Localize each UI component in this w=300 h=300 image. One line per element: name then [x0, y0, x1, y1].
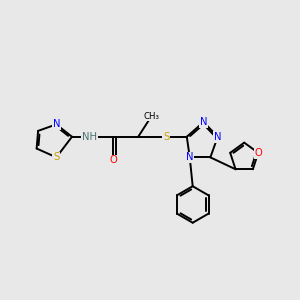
Text: O: O: [254, 148, 262, 158]
Text: NH: NH: [82, 132, 97, 142]
Text: N: N: [52, 119, 60, 129]
Text: N: N: [200, 117, 207, 127]
Text: N: N: [186, 152, 194, 162]
Text: S: S: [53, 152, 59, 162]
Text: O: O: [109, 155, 117, 165]
Text: N: N: [214, 132, 221, 142]
Text: S: S: [163, 132, 169, 142]
Text: CH₃: CH₃: [143, 112, 160, 121]
